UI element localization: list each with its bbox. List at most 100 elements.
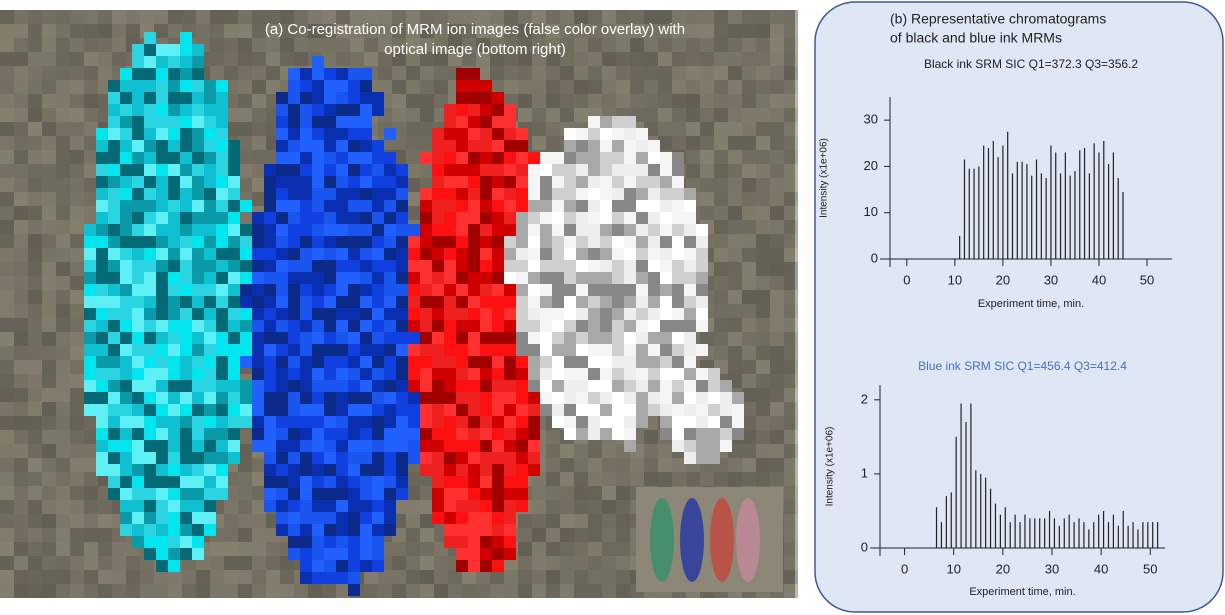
ion-pixel	[288, 428, 300, 440]
wall-texture	[546, 136, 560, 150]
wall-texture	[252, 52, 266, 66]
ion-pixel	[132, 56, 144, 68]
ion-pixel	[564, 308, 576, 320]
ion-pixel	[312, 236, 324, 248]
ion-pixel	[384, 176, 396, 188]
ion-pixel	[300, 524, 312, 536]
ion-pixel	[516, 320, 528, 332]
wall-texture	[70, 304, 84, 318]
ion-pixel	[696, 284, 708, 296]
wall-texture	[728, 234, 742, 248]
ion-pixel	[312, 440, 324, 452]
wall-texture	[546, 584, 560, 598]
ion-pixel	[228, 140, 240, 152]
ion-pixel	[192, 404, 204, 416]
ion-pixel	[336, 344, 348, 356]
ion-pixel	[684, 380, 696, 392]
wall-texture	[28, 556, 42, 570]
ion-pixel	[228, 404, 240, 416]
ion-pixel	[300, 260, 312, 272]
wall-texture	[252, 122, 266, 136]
wall-texture	[714, 290, 728, 304]
ion-pixel	[228, 272, 240, 284]
ion-pixel	[396, 416, 408, 428]
wall-texture	[770, 150, 784, 164]
ion-pixel	[276, 356, 288, 368]
ion-pixel	[108, 332, 120, 344]
ion-pixel	[456, 116, 468, 128]
ion-pixel	[528, 176, 540, 188]
ion-pixel	[312, 332, 324, 344]
ion-pixel	[300, 452, 312, 464]
wall-texture	[56, 66, 70, 80]
wall-texture	[700, 94, 714, 108]
ion-pixel	[384, 404, 396, 416]
ion-pixel	[216, 296, 228, 308]
ion-pixel	[612, 116, 624, 128]
ion-pixel	[156, 236, 168, 248]
wall-texture	[28, 528, 42, 542]
ion-pixel	[444, 296, 456, 308]
ion-pixel	[132, 224, 144, 236]
ion-pixel	[312, 152, 324, 164]
ion-pixel	[156, 368, 168, 380]
wall-texture	[714, 80, 728, 94]
ion-pixel	[204, 284, 216, 296]
ion-pixel	[108, 80, 120, 92]
ion-pixel	[492, 464, 504, 476]
wall-texture	[0, 290, 14, 304]
wall-texture	[14, 332, 28, 346]
ion-pixel	[132, 488, 144, 500]
wall-texture	[42, 430, 56, 444]
wall-texture	[378, 66, 392, 80]
wall-texture	[434, 570, 448, 584]
ion-pixel	[204, 188, 216, 200]
wall-texture	[112, 24, 126, 38]
ion-pixel	[612, 188, 624, 200]
ion-pixel	[204, 176, 216, 188]
wall-texture	[0, 458, 14, 472]
inset-ink	[680, 498, 704, 582]
wall-texture	[728, 136, 742, 150]
wall-texture	[574, 38, 588, 52]
ion-pixel	[648, 140, 660, 152]
ion-pixel	[480, 560, 492, 572]
ion-pixel	[264, 332, 276, 344]
ion-pixel	[516, 344, 528, 356]
wall-texture	[756, 444, 770, 458]
wall-texture	[784, 10, 798, 24]
wall-texture	[70, 80, 84, 94]
wall-texture	[56, 570, 70, 584]
wall-texture	[770, 80, 784, 94]
ion-pixel	[696, 392, 708, 404]
ion-pixel	[192, 392, 204, 404]
wall-texture	[770, 234, 784, 248]
wall-texture	[770, 416, 784, 430]
wall-texture	[0, 360, 14, 374]
ion-pixel	[408, 296, 420, 308]
wall-texture	[742, 108, 756, 122]
ion-pixel	[276, 344, 288, 356]
ion-pixel	[528, 188, 540, 200]
ion-pixel	[432, 152, 444, 164]
wall-texture	[602, 514, 616, 528]
wall-texture	[70, 332, 84, 346]
ion-pixel	[144, 212, 156, 224]
ion-pixel	[516, 224, 528, 236]
ion-pixel	[276, 416, 288, 428]
wall-texture	[560, 80, 574, 94]
ion-pixel	[300, 152, 312, 164]
wall-texture	[714, 262, 728, 276]
ion-pixel	[192, 104, 204, 116]
ion-pixel	[420, 356, 432, 368]
ion-pixel	[132, 452, 144, 464]
ion-pixel	[312, 572, 324, 584]
ion-pixel	[288, 152, 300, 164]
ion-pixel	[84, 272, 96, 284]
ion-pixel	[540, 236, 552, 248]
wall-texture	[42, 66, 56, 80]
ion-pixel	[300, 344, 312, 356]
wall-texture	[560, 94, 574, 108]
wall-texture	[70, 444, 84, 458]
